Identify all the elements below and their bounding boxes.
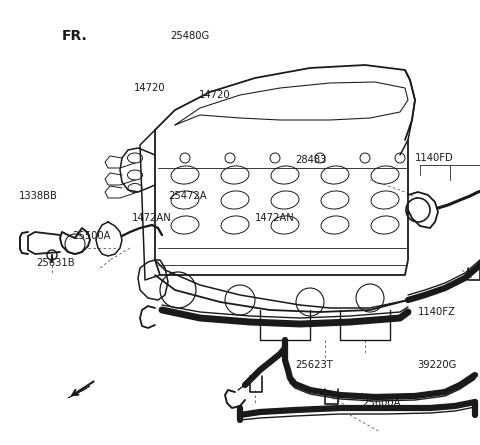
Text: 25472A: 25472A	[168, 191, 206, 201]
Text: 28483: 28483	[295, 155, 326, 165]
Text: 25631B: 25631B	[36, 258, 74, 267]
Polygon shape	[68, 386, 90, 398]
Text: 1140FD: 1140FD	[415, 153, 454, 163]
Text: 39220G: 39220G	[418, 360, 457, 370]
Text: 1140FZ: 1140FZ	[418, 307, 456, 316]
Text: 1472AN: 1472AN	[254, 213, 294, 223]
Text: 25623T: 25623T	[295, 360, 333, 370]
Text: 25500A: 25500A	[72, 231, 110, 241]
Text: 25480G: 25480G	[170, 32, 210, 41]
Text: FR.: FR.	[61, 29, 87, 44]
Text: 14720: 14720	[199, 90, 231, 100]
Text: 25600A: 25600A	[362, 398, 401, 408]
Text: 1472AN: 1472AN	[132, 213, 172, 223]
Text: 1338BB: 1338BB	[19, 191, 58, 201]
Text: 14720: 14720	[133, 83, 165, 93]
